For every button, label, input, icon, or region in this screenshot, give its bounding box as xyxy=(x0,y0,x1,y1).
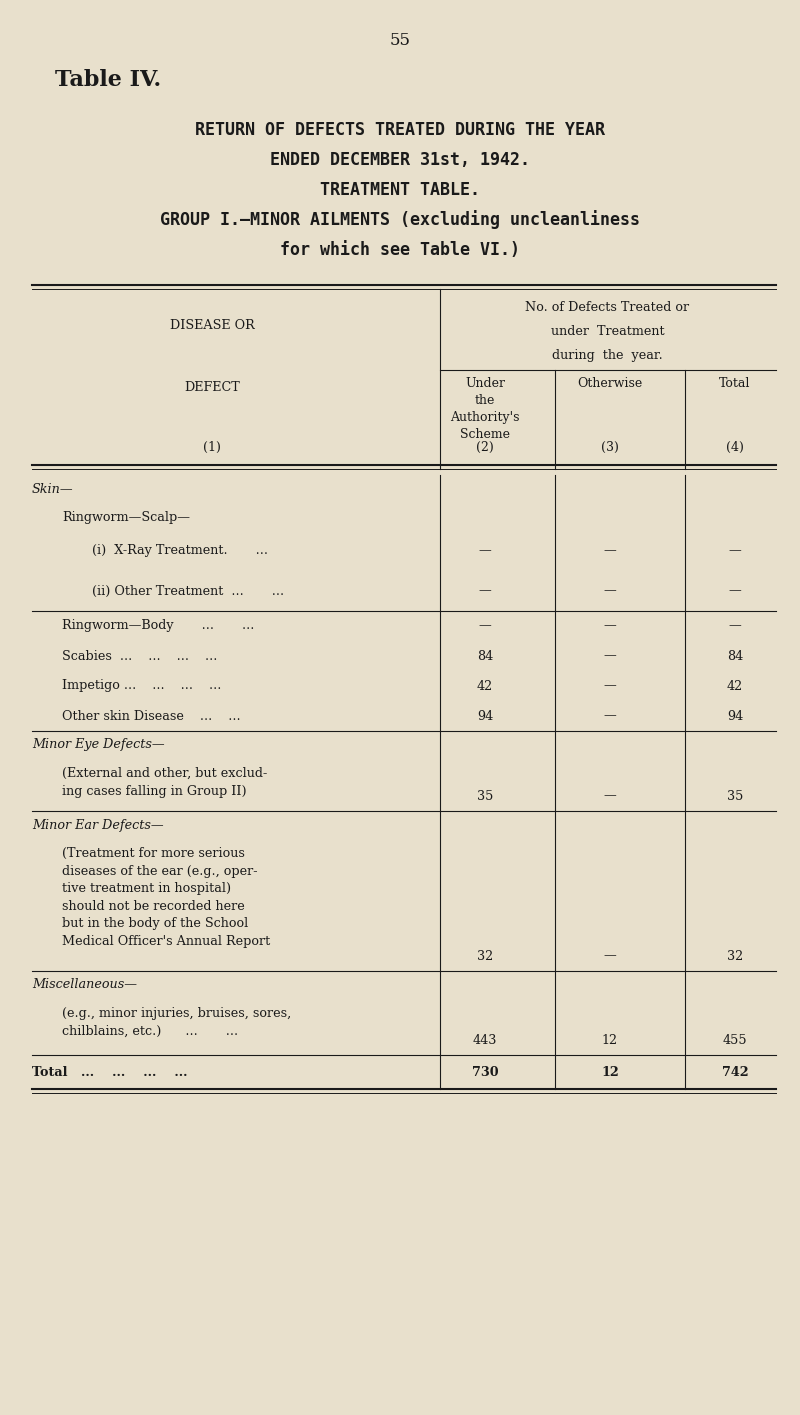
Text: 35: 35 xyxy=(477,790,493,802)
Text: during  the  year.: during the year. xyxy=(552,348,663,361)
Text: —: — xyxy=(604,790,616,802)
Text: 455: 455 xyxy=(722,1033,747,1047)
Text: (ii) Other Treatment  ...       ...: (ii) Other Treatment ... ... xyxy=(92,584,284,597)
Text: —: — xyxy=(604,584,616,597)
Text: Minor Eye Defects—: Minor Eye Defects— xyxy=(32,739,165,751)
Text: 32: 32 xyxy=(727,949,743,962)
Text: Miscellaneous—: Miscellaneous— xyxy=(32,979,137,992)
Text: Other skin Disease    ...    ...: Other skin Disease ... ... xyxy=(62,709,241,723)
Text: Total: Total xyxy=(719,376,750,391)
Text: Skin—: Skin— xyxy=(32,483,74,495)
Text: (Treatment for more serious
diseases of the ear (e.g., oper-
tive treatment in h: (Treatment for more serious diseases of … xyxy=(62,848,270,948)
Text: for which see Table VI.): for which see Table VI.) xyxy=(280,241,520,259)
Text: (External and other, but exclud-
ing cases falling in Group II): (External and other, but exclud- ing cas… xyxy=(62,767,267,798)
Text: under  Treatment: under Treatment xyxy=(550,324,664,338)
Text: 12: 12 xyxy=(601,1065,619,1078)
Text: —: — xyxy=(604,649,616,662)
Text: —: — xyxy=(604,679,616,692)
Text: Under
the
Authority's
Scheme: Under the Authority's Scheme xyxy=(450,376,520,441)
Text: 42: 42 xyxy=(727,679,743,692)
Text: 730: 730 xyxy=(472,1065,498,1078)
Text: Impetigo ...    ...    ...    ...: Impetigo ... ... ... ... xyxy=(62,679,222,692)
Text: —: — xyxy=(478,545,491,558)
Text: —: — xyxy=(604,620,616,633)
Text: 94: 94 xyxy=(727,709,743,723)
Text: 42: 42 xyxy=(477,679,493,692)
Text: 55: 55 xyxy=(390,31,410,48)
Text: —: — xyxy=(729,620,742,633)
Text: Minor Ear Defects—: Minor Ear Defects— xyxy=(32,818,164,832)
Text: 94: 94 xyxy=(477,709,493,723)
Text: DISEASE OR: DISEASE OR xyxy=(170,318,254,331)
Text: ENDED DECEMBER 31st, 1942.: ENDED DECEMBER 31st, 1942. xyxy=(270,151,530,168)
Text: —: — xyxy=(478,584,491,597)
Text: RETURN OF DEFECTS TREATED DURING THE YEAR: RETURN OF DEFECTS TREATED DURING THE YEA… xyxy=(195,122,605,139)
Text: Otherwise: Otherwise xyxy=(578,376,642,391)
Text: Total   ...    ...    ...    ...: Total ... ... ... ... xyxy=(32,1065,187,1078)
Text: (e.g., minor injuries, bruises, sores,
chilblains, etc.)      ...       ...: (e.g., minor injuries, bruises, sores, c… xyxy=(62,1007,291,1037)
Text: 84: 84 xyxy=(727,649,743,662)
Text: 443: 443 xyxy=(473,1033,497,1047)
Text: (4): (4) xyxy=(726,440,744,453)
Text: (i)  X-Ray Treatment.       ...: (i) X-Ray Treatment. ... xyxy=(92,545,268,558)
Text: Ringworm—Body       ...       ...: Ringworm—Body ... ... xyxy=(62,620,254,633)
Text: 12: 12 xyxy=(602,1033,618,1047)
Text: (1): (1) xyxy=(203,440,221,453)
Text: 742: 742 xyxy=(722,1065,748,1078)
Text: Table IV.: Table IV. xyxy=(55,69,161,91)
Text: 84: 84 xyxy=(477,649,493,662)
Text: —: — xyxy=(729,584,742,597)
Text: (2): (2) xyxy=(476,440,494,453)
Text: Ringworm—Scalp—: Ringworm—Scalp— xyxy=(62,511,190,524)
Text: —: — xyxy=(478,620,491,633)
Text: (3): (3) xyxy=(601,440,619,453)
Text: TREATMENT TABLE.: TREATMENT TABLE. xyxy=(320,181,480,200)
Text: Scabies  ...    ...    ...    ...: Scabies ... ... ... ... xyxy=(62,649,218,662)
Text: DEFECT: DEFECT xyxy=(184,381,240,393)
Text: —: — xyxy=(604,709,616,723)
Text: 32: 32 xyxy=(477,949,493,962)
Text: 35: 35 xyxy=(727,790,743,802)
Text: —: — xyxy=(729,545,742,558)
Text: No. of Defects Treated or: No. of Defects Treated or xyxy=(526,300,690,314)
Text: —: — xyxy=(604,545,616,558)
Text: —: — xyxy=(604,949,616,962)
Text: GROUP I.—MINOR AILMENTS (excluding uncleanliness: GROUP I.—MINOR AILMENTS (excluding uncle… xyxy=(160,211,640,229)
